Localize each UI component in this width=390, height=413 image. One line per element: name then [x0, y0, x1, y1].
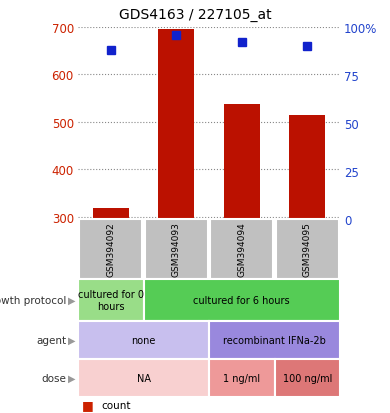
Text: GSM394092: GSM394092 — [106, 222, 115, 277]
Text: cultured for 0
hours: cultured for 0 hours — [78, 290, 144, 311]
Text: recombinant IFNa-2b: recombinant IFNa-2b — [223, 335, 326, 345]
Text: growth protocol: growth protocol — [0, 295, 66, 305]
Text: cultured for 6 hours: cultured for 6 hours — [193, 295, 290, 305]
Text: ▶: ▶ — [68, 373, 76, 383]
Text: dose: dose — [41, 373, 66, 383]
Text: ▶: ▶ — [68, 335, 76, 345]
Text: 1 ng/ml: 1 ng/ml — [223, 373, 260, 383]
Bar — [93, 209, 129, 219]
Bar — [158, 30, 194, 219]
Text: none: none — [131, 335, 156, 345]
Bar — [289, 116, 325, 219]
Text: GDS4163 / 227105_at: GDS4163 / 227105_at — [119, 8, 271, 22]
Text: ■: ■ — [82, 399, 94, 411]
Text: ▶: ▶ — [68, 295, 76, 305]
Text: GSM394095: GSM394095 — [303, 222, 312, 277]
Text: NA: NA — [136, 373, 151, 383]
Text: count: count — [101, 400, 131, 410]
Bar — [224, 105, 260, 219]
Text: 100 ng/ml: 100 ng/ml — [283, 373, 332, 383]
Text: agent: agent — [36, 335, 66, 345]
Text: GSM394094: GSM394094 — [237, 222, 246, 277]
Text: GSM394093: GSM394093 — [172, 222, 181, 277]
